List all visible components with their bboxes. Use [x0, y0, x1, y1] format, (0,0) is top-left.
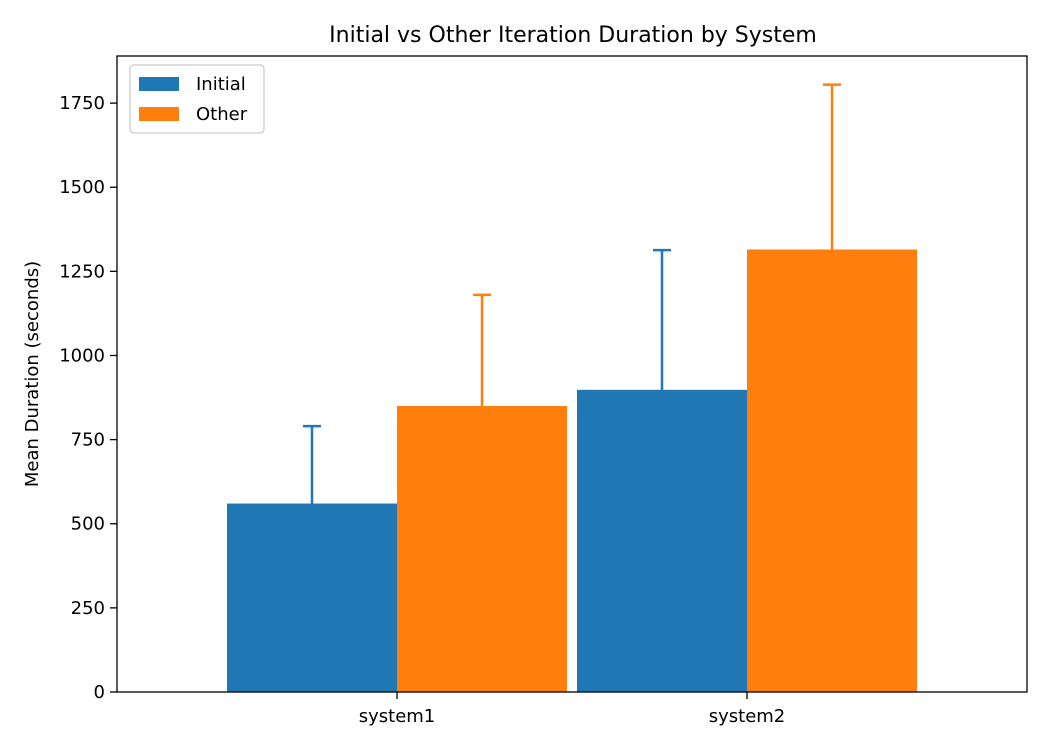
y-tick-label: 0: [94, 682, 105, 703]
legend-swatch-initial: [139, 77, 179, 91]
legend-label-initial: Initial: [196, 74, 246, 95]
plot-area: 0 250 500 750 1000 1250 1500 1750 system1 system2: [59, 55, 1028, 727]
chart-title: Initial vs Other Iteration Duration by S…: [329, 23, 817, 48]
y-tick-label: 250: [71, 598, 105, 619]
y-axis-label: Mean Duration (seconds): [22, 261, 43, 487]
plot-frame: [116, 55, 1028, 693]
y-tick-label: 1500: [59, 177, 105, 198]
legend-swatch-other: [139, 107, 179, 121]
y-tick-label: 1750: [59, 93, 105, 114]
x-tick-label: system2: [709, 706, 786, 727]
x-tick-label: system1: [359, 706, 436, 727]
y-tick-label: 1000: [59, 345, 105, 366]
y-tick-label: 500: [71, 514, 105, 535]
y-tick-label: 750: [71, 430, 105, 451]
legend: Initial Other: [129, 64, 265, 134]
y-tick-label: 1250: [59, 261, 105, 282]
legend-label-other: Other: [196, 104, 248, 125]
